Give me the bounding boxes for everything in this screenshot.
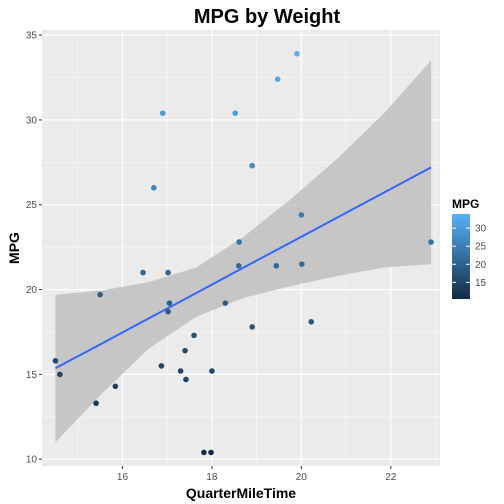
- y-tick-label: 20: [26, 285, 38, 296]
- confidence-band: [55, 60, 432, 443]
- data-point: [299, 261, 305, 267]
- y-tick-label: 30: [26, 115, 38, 126]
- data-point: [235, 263, 242, 269]
- points: [52, 50, 434, 456]
- legend-label: 20: [475, 260, 487, 271]
- x-tick-label: 16: [117, 472, 129, 483]
- data-point: [93, 400, 99, 407]
- data-point: [183, 376, 189, 383]
- data-point: [273, 263, 280, 269]
- trend-line-group: [54, 166, 432, 370]
- trend-line: [54, 166, 432, 370]
- y-tick-label: 25: [26, 200, 38, 211]
- data-point: [97, 291, 103, 298]
- data-point: [182, 347, 188, 354]
- legend-label: 30: [475, 224, 487, 235]
- chart-title: MPG by Weight: [194, 6, 341, 28]
- x-tick-label: 22: [385, 472, 397, 483]
- legend-colorbar: [452, 214, 470, 299]
- data-point: [294, 50, 300, 57]
- y-tick-label: 10: [26, 455, 38, 466]
- data-point: [112, 383, 119, 390]
- data-point: [177, 368, 184, 374]
- legend-title: MPG: [452, 197, 479, 211]
- y-axis: 10 15 20 25 30 35: [26, 31, 42, 466]
- data-point: [232, 110, 238, 116]
- data-point: [236, 239, 243, 245]
- data-point: [166, 300, 173, 306]
- x-axis-title: QuarterMileTime: [186, 485, 296, 501]
- legend-label: 15: [475, 278, 487, 289]
- data-point: [159, 110, 166, 116]
- y-tick-label: 15: [26, 370, 38, 381]
- data-point: [249, 324, 255, 330]
- y-axis-title: MPG: [6, 232, 22, 264]
- legend-label: 25: [475, 242, 487, 253]
- confidence-band-area: [55, 60, 432, 443]
- data-point: [298, 212, 305, 218]
- data-point: [308, 318, 315, 325]
- data-point: [208, 449, 214, 456]
- data-point: [150, 184, 157, 191]
- data-point: [52, 358, 59, 364]
- data-point: [158, 363, 165, 369]
- data-point: [201, 449, 207, 456]
- data-point: [249, 162, 255, 169]
- x-tick-label: 18: [206, 472, 218, 483]
- legend-labels: 15 20 25 30: [452, 224, 487, 289]
- y-tick-label: 35: [26, 31, 38, 42]
- x-axis: 16 18 20 22: [117, 466, 397, 483]
- data-point: [140, 269, 146, 276]
- data-point: [191, 332, 197, 339]
- legend: MPG 15 20 25 30: [452, 197, 487, 299]
- data-point: [165, 308, 171, 315]
- x-tick-label: 20: [296, 472, 308, 483]
- data-point: [274, 76, 281, 82]
- data-point: [209, 368, 215, 374]
- data-point: [222, 300, 229, 306]
- data-point: [165, 269, 171, 276]
- data-point: [57, 371, 63, 378]
- data-point: [428, 239, 434, 245]
